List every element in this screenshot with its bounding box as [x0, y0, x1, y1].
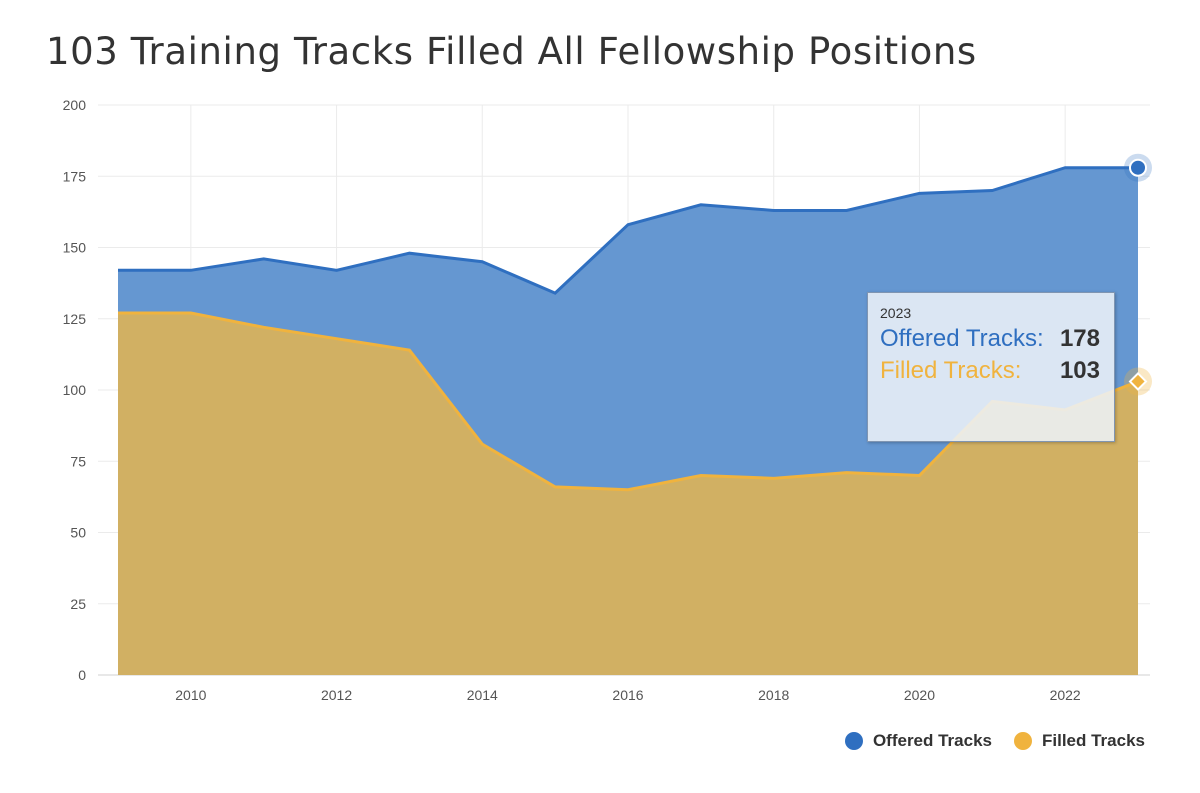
filled-marker[interactable] [1128, 372, 1148, 391]
y-tick-label: 0 [78, 667, 86, 683]
filled-tracks-area[interactable] [118, 313, 1138, 675]
y-tick-label: 25 [70, 596, 86, 612]
x-tick-label: 2014 [467, 687, 498, 703]
hover-markers [1124, 153, 1152, 396]
legend-filled-dot-icon [1014, 732, 1032, 750]
legend-offered-label: Offered Tracks [872, 731, 992, 750]
y-tick-label: 50 [70, 525, 86, 541]
offered-tracks-line[interactable] [118, 166, 1138, 295]
y-tick-label: 150 [63, 240, 87, 256]
tooltip-offered-row: Offered Tracks: 178 [880, 325, 1100, 353]
y-tick-label: 125 [63, 311, 87, 327]
legend-item-offered[interactable]: Offered Tracks [844, 731, 992, 751]
tooltip-year: 2023 [880, 305, 912, 321]
legend-offered-dot-icon [844, 732, 863, 750]
x-tick-label: 2020 [904, 687, 935, 703]
legend: Offered Tracks Filled Tracks [844, 731, 1145, 751]
legend-item-filled[interactable]: Filled Tracks [1014, 731, 1145, 751]
x-tick-label: 2018 [758, 687, 789, 703]
tooltip-filled-row: Filled Tracks: 103 [880, 357, 1100, 385]
tooltip-filled-label: Filled Tracks: [880, 357, 1022, 384]
offered-marker[interactable] [1129, 158, 1147, 177]
y-tick-label: 200 [63, 97, 87, 113]
x-tick-label: 2016 [612, 687, 643, 703]
y-tick-label: 75 [70, 453, 86, 469]
chart-title: 103 Training Tracks Filled All Fellowshi… [46, 30, 977, 73]
tooltip-offered-value: 178 [1059, 325, 1100, 352]
x-tick-label: 2010 [175, 687, 206, 703]
legend-filled-label: Filled Tracks [1042, 731, 1145, 750]
x-tick-label: 2022 [1050, 687, 1081, 703]
tooltip-filled-value: 103 [1059, 357, 1100, 384]
tooltip: 2023 Offered Tracks: 178 Filled Tracks: … [867, 292, 1115, 442]
tooltip-offered-label: Offered Tracks: [880, 325, 1044, 352]
y-tick-label: 100 [63, 382, 87, 398]
axis-labels: 0 25 50 75 100 125 150 175 200 2010 2012 2014 2016 20… [63, 97, 1081, 703]
x-tick-label: 2012 [321, 687, 352, 703]
y-tick-label: 175 [63, 168, 87, 184]
